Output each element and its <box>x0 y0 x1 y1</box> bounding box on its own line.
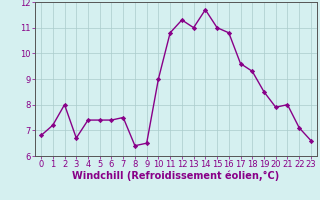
X-axis label: Windchill (Refroidissement éolien,°C): Windchill (Refroidissement éolien,°C) <box>72 171 280 181</box>
